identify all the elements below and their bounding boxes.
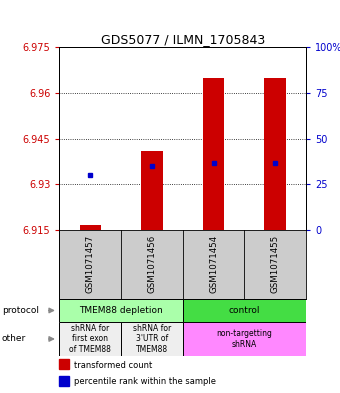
Bar [203,77,224,230]
Text: protocol: protocol [2,306,39,315]
Text: TMEM88 depletion: TMEM88 depletion [79,306,163,315]
Text: transformed count: transformed count [74,360,153,369]
Bar [59,359,69,369]
Bar [265,77,286,230]
Text: shRNA for
3'UTR of
TMEM88: shRNA for 3'UTR of TMEM88 [133,324,171,354]
Bar [80,225,101,230]
Bar [59,322,121,356]
Text: other: other [2,334,26,343]
Text: percentile rank within the sample: percentile rank within the sample [74,377,216,386]
Title: GDS5077 / ILMN_1705843: GDS5077 / ILMN_1705843 [101,33,265,46]
Text: shRNA for
first exon
of TMEM88: shRNA for first exon of TMEM88 [69,324,111,354]
Text: GSM1071455: GSM1071455 [271,235,280,294]
Text: control: control [228,306,260,315]
Text: GSM1071457: GSM1071457 [86,235,95,294]
Bar [141,151,163,230]
Text: non-targetting
shRNA: non-targetting shRNA [217,329,272,349]
Bar [59,299,183,322]
Bar [121,322,183,356]
Bar [59,376,69,386]
Bar [183,299,306,322]
Text: GSM1071454: GSM1071454 [209,235,218,294]
Bar [183,322,306,356]
Text: GSM1071456: GSM1071456 [148,235,156,294]
